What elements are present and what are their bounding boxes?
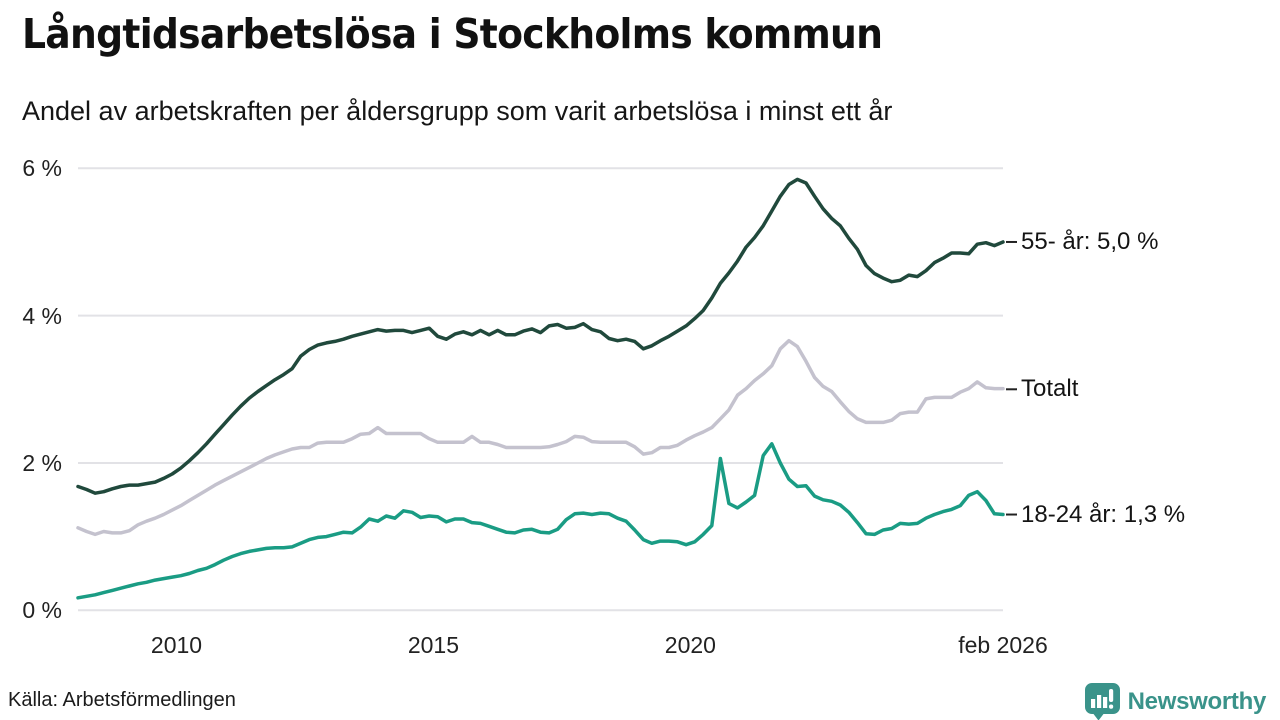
y-tick-label: 6 % [22,155,62,182]
y-tick-label: 4 % [22,302,62,329]
page-title: Långtidsarbetslösa i Stockholms kommun [22,10,883,58]
y-tick-label: 0 % [22,597,62,624]
source-note: Källa: Arbetsförmedlingen [8,689,236,711]
series-end-label-18-24 år: 18-24 år: 1,3 % [1021,500,1186,528]
x-tick-label: 2020 [664,632,716,658]
series-line-18-24 år [76,442,1005,600]
chart-subtitle: Andel av arbetskraften per åldersgrupp s… [22,96,893,126]
series-end-label-Totalt: Totalt [1021,375,1079,403]
newsworthy-logo[interactable]: Newsworthy [1084,682,1266,720]
x-tick-label: 2010 [150,632,203,658]
series-line-Totalt [76,338,1005,537]
y-tick-label: 2 % [22,449,62,476]
brand-name: Newsworthy [1127,687,1267,715]
x-tick-label: 2015 [407,632,460,658]
series-end-label-55- år: 55- år: 5,0 % [1021,227,1159,255]
x-tick-label: feb 2026 [958,632,1048,658]
series-line-55- år [76,177,1005,495]
newsworthy-logo-icon [1084,683,1120,720]
